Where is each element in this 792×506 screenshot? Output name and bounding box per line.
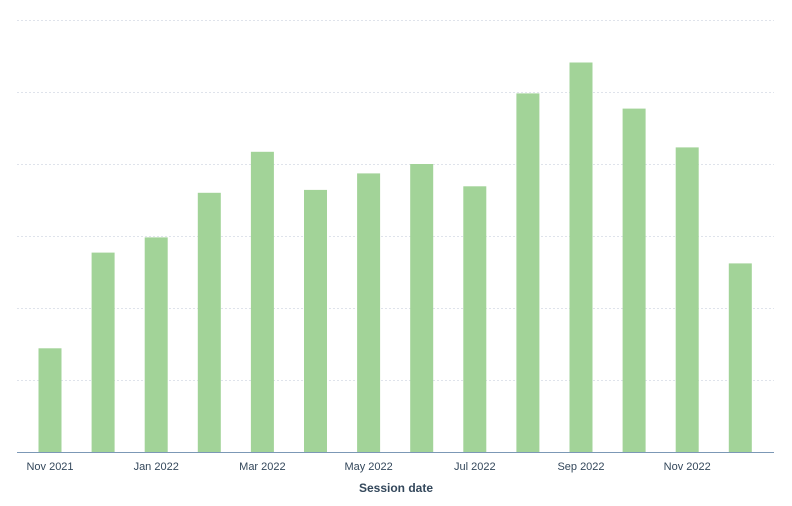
x-tick-label-jan-2022: Jan 2022	[134, 461, 179, 473]
bar-jan-2022[interactable]	[144, 237, 168, 452]
bar-nov-2021[interactable]	[38, 348, 62, 452]
bar-nov-2022[interactable]	[675, 147, 699, 452]
bar-feb-2022[interactable]	[197, 192, 221, 453]
x-tick-label-sep-2022: Sep 2022	[557, 461, 604, 473]
x-tick-label-nov-2022: Nov 2022	[664, 461, 711, 473]
x-tick-label-mar-2022: Mar 2022	[239, 461, 285, 473]
bar-jun-2022[interactable]	[410, 164, 434, 452]
x-tick-label-may-2022: May 2022	[344, 461, 392, 473]
x-tick-label-nov-2021: Nov 2021	[26, 461, 73, 473]
bar-dec-2022[interactable]	[728, 263, 752, 452]
gridlines	[17, 20, 774, 381]
x-tick-label-jul-2022: Jul 2022	[454, 461, 496, 473]
x-axis-title: Session date	[359, 481, 433, 495]
bar-oct-2022[interactable]	[622, 108, 646, 452]
bar-apr-2022[interactable]	[304, 189, 327, 452]
bar-mar-2022[interactable]	[250, 151, 274, 453]
bar-sep-2022[interactable]	[569, 62, 593, 453]
bar-may-2022[interactable]	[357, 173, 381, 452]
x-axis-ticks: Nov 2021 Jan 2022 Mar 2022 May 2022 Jul 2022…	[26, 461, 710, 473]
bar-jul-2022[interactable]	[463, 186, 487, 453]
bars	[38, 62, 752, 453]
bar-aug-2022[interactable]	[516, 93, 540, 453]
bar-dec-2021[interactable]	[91, 252, 115, 452]
